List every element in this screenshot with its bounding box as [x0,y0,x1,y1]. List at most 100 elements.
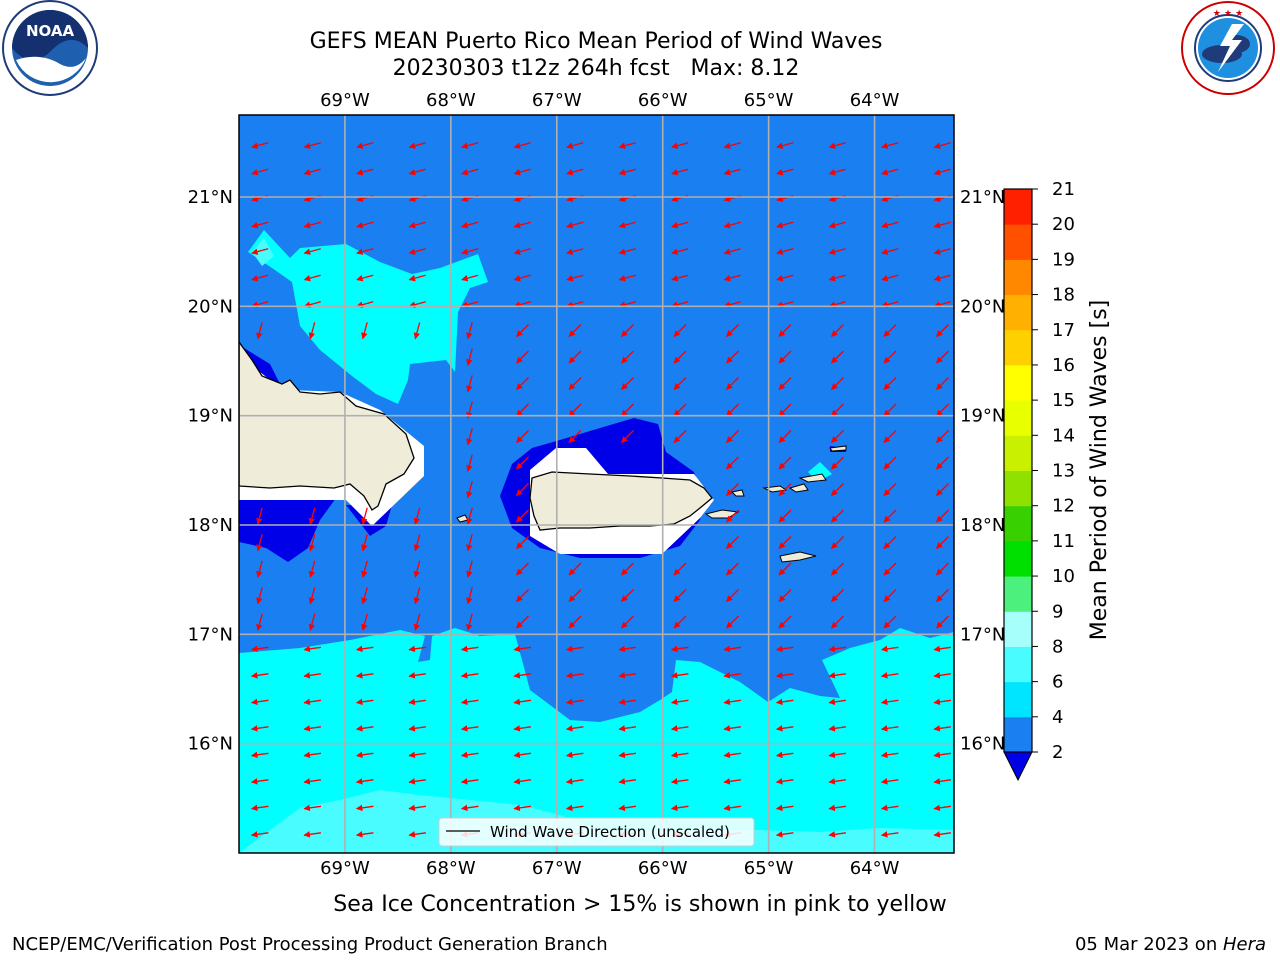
lon-label-top: 67°W [532,90,582,111]
wave-arrow [568,350,582,364]
wave-arrow [671,168,689,176]
wave-arrow [355,751,374,759]
wave-arrow [933,672,952,679]
wave-arrow [828,168,846,176]
wave-arrow [936,350,949,364]
wave-arrow [303,645,322,653]
wave-arrow [723,698,742,706]
wave-arrow [670,751,689,759]
st-john [788,483,809,493]
wave-arrow [621,403,634,417]
wave-arrow [880,831,899,838]
colorbar-tick-label: 20 [1052,214,1075,235]
wave-arrow [776,248,794,255]
wave-arrow [936,483,949,496]
wave-arrow [775,778,794,785]
colorbar-tick-label: 4 [1052,707,1063,728]
wave-arrow [460,804,479,812]
wave-arrow [408,751,427,759]
wave-arrow [726,536,739,549]
wave-arrow [723,168,741,176]
wave-arrow [303,142,321,149]
colorbar-tick-label: 17 [1052,320,1075,341]
wave-arrow [673,589,687,602]
wave-arrow [673,377,687,390]
wave-arrow [355,698,374,706]
wave-arrow [303,168,321,176]
wave-arrow [723,751,742,759]
wave-arrow [673,430,687,443]
colorbar-tick-label: 6 [1052,672,1063,693]
colorbar-segment [1004,540,1032,577]
wave-arrow [355,778,374,785]
wave-arrow [723,672,742,679]
wave-arrow [516,615,529,629]
wave-arrow [828,221,846,229]
lon-label-top: 64°W [850,90,900,111]
wave-arrow [618,804,637,812]
wave-arrow [775,725,794,732]
wave-arrow [883,483,897,496]
colorbar-tick-label: 2 [1052,742,1063,763]
wave-arrow [621,350,634,364]
colorbar-tick-label: 9 [1052,601,1063,622]
wave-arrow [516,350,529,364]
wave-arrow [778,536,792,549]
lon-labels-top: 69°W 68°W 67°W 66°W 65°W 64°W [320,90,900,111]
wave-arrow [408,248,426,255]
lon-label-top: 69°W [320,90,370,111]
wave-arrow [513,301,531,308]
wave-arrow [618,645,637,653]
wave-arrow [936,509,949,523]
wave-arrow [831,430,844,443]
wave-arrow [621,377,634,390]
wave-arrow [565,778,584,785]
anegada [829,445,847,452]
wave-arrow [671,248,689,255]
hispaniola-land [239,340,415,511]
lat-label-right: 17°N [960,624,1005,645]
wave-arrow [461,248,479,255]
wave-arrow [566,221,584,229]
lat-label-right: 18°N [960,515,1005,536]
wave-arrow [828,142,846,149]
wave-arrow [251,301,269,308]
wave-arrow [461,142,479,149]
wave-arrow [776,221,794,229]
colorbar-segment [1004,224,1032,260]
wave-arrow [831,350,844,364]
wave-arrow [565,645,584,653]
wave-arrow [883,350,897,364]
wave-arrow [251,248,269,255]
wave-arrow [670,698,689,706]
wave-arrow [828,698,847,706]
wave-arrow [883,509,897,523]
colorbar-tick-label: 10 [1052,566,1075,587]
wave-arrow [778,403,792,417]
lat-label-left: 17°N [188,624,233,645]
wave-arrow [361,534,368,552]
wave-arrow [723,221,741,229]
wave-arrow [726,377,739,390]
wave-arrow [831,589,844,602]
colorbar-segment [1004,364,1032,401]
wave-arrow [933,751,952,759]
wave-arrow [250,645,269,653]
wave-arrow [775,831,794,838]
wave-arrow [933,698,952,706]
wave-arrow [251,168,269,176]
wave-arrow [408,725,427,732]
lat-labels-right: 21°N 20°N 19°N 18°N 17°N 16°N [960,187,1005,755]
wave-arrow [933,645,952,653]
wave-arrow [828,248,846,255]
wave-arrow [466,613,473,631]
wave-arrow [466,481,473,499]
wave-arrow [880,672,899,679]
wave-arrow [828,751,847,759]
wave-arrow [303,751,322,759]
colorbar-segment [1004,400,1032,436]
wave-arrow [670,804,689,812]
wave-arrow [356,274,374,282]
wave-arrow [936,589,949,602]
colorbar: 2 4 6 8 9 10 11 12 13 14 15 16 17 18 19 20 21 [1003,179,1075,782]
